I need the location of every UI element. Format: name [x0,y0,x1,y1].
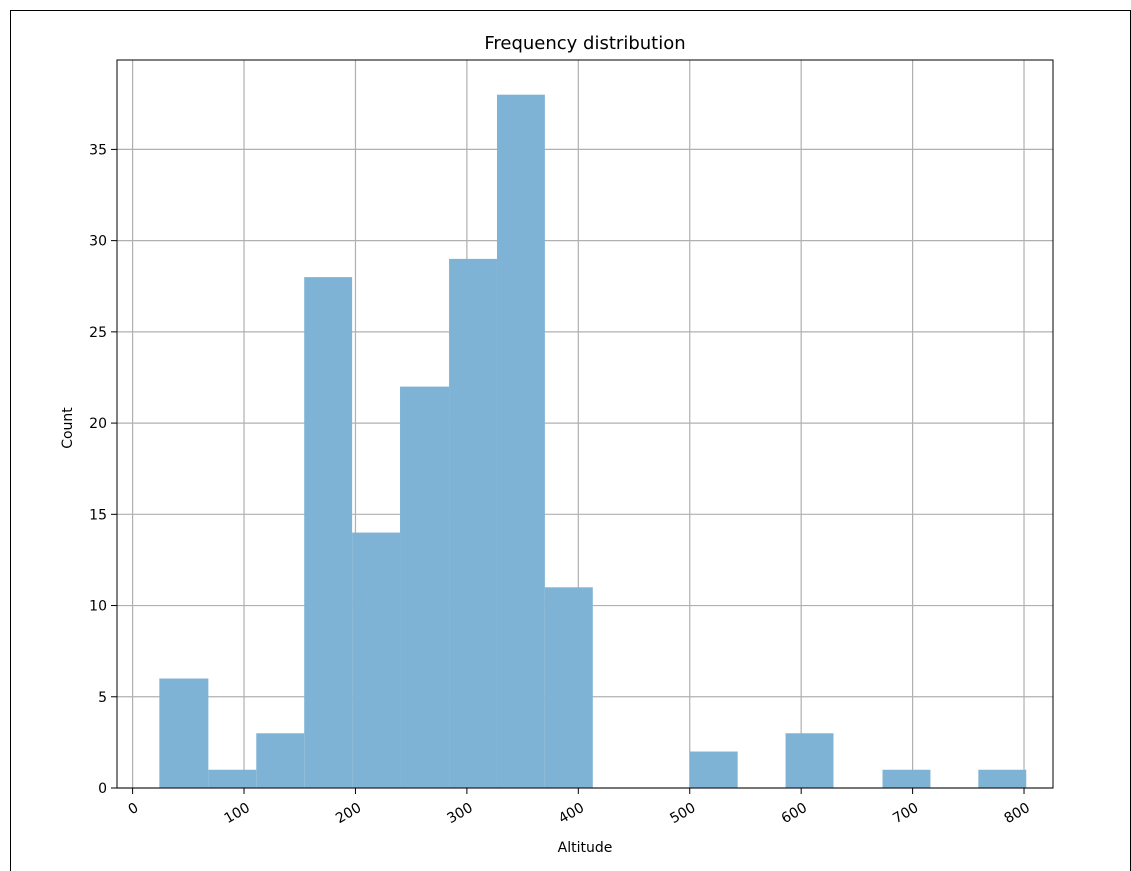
histogram-bar [159,678,209,788]
histogram-bar [208,769,257,788]
histogram-bar [400,386,450,788]
y-axis-label: Count [60,407,76,449]
histogram-bar [544,587,593,788]
histogram-bar [449,258,497,788]
x-tick-label: 300 [445,800,476,827]
x-tick-label: 0 [126,800,142,818]
histogram-bar [304,277,353,788]
x-tick-label: 700 [890,800,921,827]
chart-title: Frequency distribution [484,33,685,54]
histogram-bar [256,733,305,788]
histogram-bar [978,769,1027,788]
y-axis-ticks: 0 5 10 15 20 25 30 35 [89,142,117,797]
x-tick-label: 100 [222,800,253,827]
x-tick-label: 200 [333,800,364,827]
y-tick-label: 20 [89,416,107,432]
histogram-bar [352,532,401,788]
x-tick-label: 600 [779,800,810,827]
histogram-bars [159,94,1027,788]
x-tick-label: 800 [1002,800,1033,827]
y-tick-label: 15 [89,507,107,523]
x-axis-ticks: 0 100 200 300 400 500 600 700 800 [126,788,1033,827]
histogram-bar [496,94,545,788]
x-tick-label: 500 [667,800,698,827]
y-tick-label: 35 [89,142,107,158]
y-tick-label: 25 [89,325,107,341]
y-tick-label: 5 [98,690,107,706]
y-tick-label: 30 [89,234,107,250]
histogram-bar [785,733,834,788]
histogram-bar [689,751,738,788]
x-tick-label: 400 [556,800,587,827]
y-tick-label: 10 [89,599,107,615]
histogram-bar [882,769,931,788]
y-tick-label: 0 [98,781,107,797]
plot-area-border [116,59,1054,789]
x-axis-label: Altitude [558,840,613,856]
